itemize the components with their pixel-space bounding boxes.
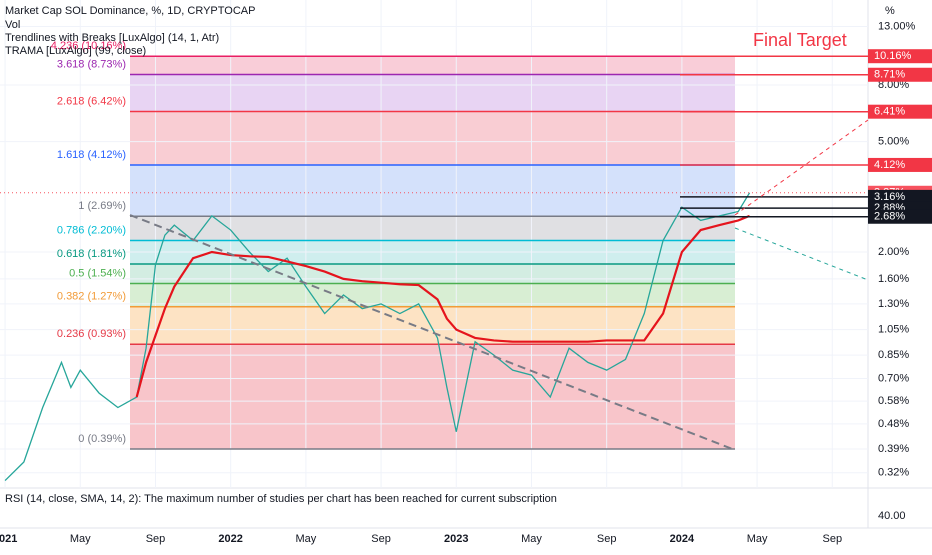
y-tick-label: 0.58% [878,395,909,407]
fib-label: 1 (2.69%) [78,200,126,212]
price-tag-label: 8.71% [874,69,905,81]
x-tick-label: Sep [822,533,842,545]
trendline [734,119,869,216]
price-tag [868,49,932,64]
legend-indicator: Vol [5,19,20,31]
fib-band [130,111,735,165]
y-tick-label: 1.05% [878,324,909,336]
fib-label: 2.618 (6.42%) [57,95,126,107]
y-tick-label: 1.60% [878,273,909,285]
fib-band [130,216,735,241]
fib-label: 0.618 (1.81%) [57,248,126,260]
x-tick-label: 2021 [0,533,17,545]
fib-label: 0 (0.39%) [78,433,126,445]
legend-title: Market Cap SOL Dominance, %, 1D, CRYPTOC… [5,5,255,17]
x-tick-label: Sep [371,533,391,545]
x-tick-label: May [747,533,768,545]
y-tick-label: 0.85% [878,349,909,361]
price-tag-label: 3.16% [874,191,905,203]
x-tick-label: Sep [146,533,166,545]
fib-label: 0.5 (1.54%) [69,267,126,279]
y-tick-label: 0.48% [878,418,909,430]
fib-band [130,164,735,217]
price-tag [868,104,932,119]
legend-indicator: TRAMA [LuxAlgo] (99, close) [5,45,146,57]
trendline [129,214,736,451]
x-tick-label: May [295,533,316,545]
y-tick-label: 2.00% [878,246,909,258]
plot [0,55,868,482]
fib-label: 0.786 (2.20%) [57,224,126,236]
y-tick-label: 13.00% [878,20,916,32]
fib-band [130,74,735,112]
fib-bands [130,56,735,449]
price-tag-label: 2.68% [874,211,905,223]
x-tick-label: May [521,533,542,545]
annotation: Final Target [753,30,847,50]
price-tag-label: 6.41% [874,106,905,118]
series-line [4,192,751,482]
fib-label: 1.618 (4.12%) [57,149,126,161]
x-tick-label: Sep [597,533,617,545]
x-tick-label: 2024 [670,533,695,545]
fib-label: 0.382 (1.27%) [57,291,126,303]
x-tick-label: May [70,533,91,545]
fib-label: 4.236 (10.16%) [51,40,126,52]
y-tick-label: 0.39% [878,443,909,455]
y-tick-label: 0.32% [878,467,909,479]
x-tick-label: 2023 [444,533,468,545]
fib-band [130,56,735,75]
price-tag-label: 10.16% [874,50,912,62]
fib-label: 0.236 (0.93%) [57,328,126,340]
price-tag-label: 4.12% [874,159,905,171]
legend-indicator: Trendlines with Breaks [LuxAlgo] (14, 1,… [5,32,219,44]
fib-label: 3.618 (8.73%) [57,58,126,70]
fib-band [130,344,735,449]
rsi-axis-label: 40.00 [878,510,906,522]
y-tick-label: 5.00% [878,136,909,148]
y-tick-label: 1.30% [878,298,909,310]
y-tick-label: 8.00% [878,79,909,91]
fib-band [130,264,735,284]
price-tag [868,157,932,172]
axis-unit: % [885,5,895,17]
labels: 0 (0.39%) 0.236 (0.93%) 0.382 (1.27%) 0.5 (… [0,20,932,545]
x-tick-label: 2022 [218,533,242,545]
series-line [135,214,750,398]
price-tag [868,189,932,204]
y-tick-label: 0.70% [878,372,909,384]
notice: RSI (14, close, SMA, 14, 2): The maximum… [5,493,557,505]
price-tag [868,209,932,224]
price-tag [868,67,932,82]
